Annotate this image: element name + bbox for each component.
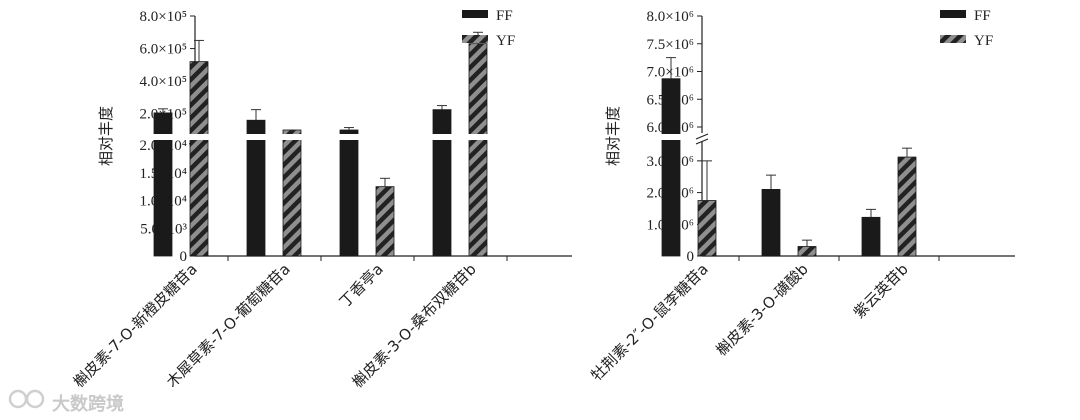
bar-ff-3: [861, 216, 881, 257]
y-tick-label: 8.0×10⁵: [140, 9, 187, 25]
legend-label-yf: YF: [974, 33, 993, 49]
bar-ff-3: [339, 129, 359, 257]
legend: FF YF: [462, 8, 515, 49]
bar-break-gap: [282, 134, 302, 140]
y-tick-label: 4.0×10⁵: [140, 74, 187, 90]
y-tick-label: 6.0×10⁵: [140, 42, 187, 58]
bar-break-gap: [246, 134, 266, 140]
bar-break-gap: [339, 134, 359, 140]
bar-break-gap: [189, 134, 209, 140]
legend-swatch-yf: [462, 35, 488, 43]
y-tick-label: 7.5×10⁶: [647, 37, 694, 53]
legend-swatch-ff: [462, 10, 488, 18]
bar-yf-1: [189, 61, 209, 257]
legend-label-ff: FF: [974, 8, 991, 24]
bar-ff-1: [661, 78, 681, 257]
y-tick-label: 0: [180, 249, 188, 265]
bar-yf-3: [897, 156, 917, 257]
y-tick-label: 7.0×10⁶: [647, 65, 694, 81]
category-label: 槲皮素-3-O-磺酸b: [712, 260, 811, 359]
bar-ff-2: [246, 119, 266, 257]
chart-panel-1: 05.0×10³1.0×10⁴1.5×10⁴2.0×10⁴2.0×10⁵4.0×…: [70, 8, 572, 391]
bar-ff-4: [432, 109, 452, 257]
watermark-text: 大数跨境: [52, 393, 124, 415]
legend-label-yf: YF: [496, 33, 515, 49]
y-tick-label: 8.0×10⁶: [647, 9, 694, 25]
bar-yf-4: [468, 43, 488, 257]
category-label: 丁香亭a: [336, 260, 387, 311]
legend-swatch-ff: [940, 10, 966, 18]
bar-yf-2: [282, 129, 302, 257]
bar-yf-1: [697, 200, 717, 257]
watermark-logo: [8, 389, 45, 409]
y-axis-label: 相对丰度: [97, 106, 115, 166]
bar-break-gap: [432, 134, 452, 140]
category-label: 牡荆素-2″-O-鼠李糖苷a: [588, 260, 712, 384]
legend: FF YF: [940, 8, 993, 49]
legend-swatch-yf: [940, 35, 966, 43]
category-label: 紫云英苷b: [850, 260, 912, 322]
chart-panel-2: 01.0×10⁶2.0×10⁶3.0×10⁶6.0×10⁶6.5×10⁶7.0×…: [588, 8, 1015, 384]
bar-yf-2: [797, 246, 817, 257]
axis-break-marker: [695, 133, 709, 145]
watermark: 大数跨境: [8, 389, 124, 415]
bar-break-gap: [661, 134, 681, 140]
y-axis-label: 相对丰度: [604, 106, 622, 166]
bar-ff-2: [761, 188, 781, 257]
bar-break-gap: [153, 134, 173, 140]
bar-yf-3: [375, 186, 395, 257]
bar-break-gap: [468, 134, 488, 140]
y-tick-label: 0: [687, 249, 695, 265]
legend-label-ff: FF: [496, 8, 513, 24]
